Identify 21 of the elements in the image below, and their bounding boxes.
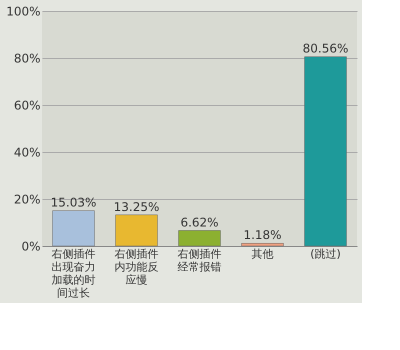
bar — [178, 230, 221, 246]
x-tick-label: 右侧插件内功能反应慢 — [114, 248, 158, 286]
y-tick-label: 100% — [6, 4, 40, 18]
x-tick-label: 右侧插件经常报错 — [178, 248, 222, 274]
y-tick-label: 60% — [14, 98, 40, 112]
y-tick-label: 20% — [14, 192, 40, 206]
data-label: 1.18% — [243, 228, 282, 242]
x-tick-label: 右侧插件出现奋力加载的时间过长 — [52, 248, 96, 300]
data-label: 6.62% — [180, 215, 219, 230]
bar — [52, 210, 95, 246]
data-label: 15.03% — [50, 196, 96, 210]
bar — [304, 56, 347, 246]
bar — [241, 242, 284, 246]
x-tick-label: (跳过) — [310, 248, 341, 260]
x-tick-label: 其他 — [252, 248, 274, 260]
y-tick-label: 0% — [21, 240, 40, 254]
y-tick-label: 80% — [14, 52, 40, 66]
data-label: 80.56% — [302, 42, 348, 56]
data-label: 13.25% — [114, 200, 160, 214]
bar — [115, 214, 158, 246]
y-tick-label: 40% — [14, 146, 40, 160]
